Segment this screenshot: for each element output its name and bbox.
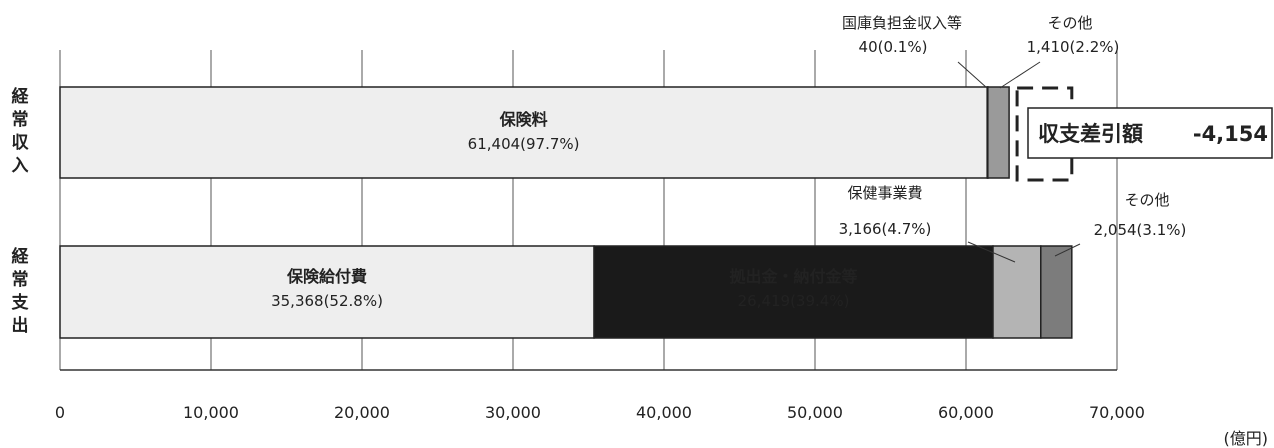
category-label-char: 経 xyxy=(12,86,30,107)
callout-name: その他 xyxy=(1047,14,1092,32)
leader-line xyxy=(967,241,1016,263)
callout-value: 40(0.1%) xyxy=(859,38,928,56)
callout-value: 1,410(2.2%) xyxy=(1027,38,1120,56)
balance-label: 収支差引額 xyxy=(1038,122,1143,146)
bar-segment xyxy=(59,245,595,339)
x-tick-label: 40,000 xyxy=(636,403,692,422)
segment-value: 35,368(52.8%) xyxy=(271,292,383,310)
segment-name: 拠出金・納付金等 xyxy=(730,267,858,286)
segment-value: 26,419(39.4%) xyxy=(738,292,850,310)
leader-line xyxy=(1054,243,1081,257)
category-label-char: 出 xyxy=(12,315,29,336)
bar-segment xyxy=(59,86,988,179)
balance-annotation: 収支差引額 -4,154 xyxy=(1015,86,1273,182)
x-tick-label: 30,000 xyxy=(485,403,541,422)
segment-name: 保険料 xyxy=(499,110,548,129)
x-axis-tick-labels: 0 10,000 20,000 30,000 40,000 50,000 60,000 70,… xyxy=(55,403,1145,422)
callout-name: 保健事業費 xyxy=(847,184,922,202)
balance-value: -4,154 xyxy=(1193,122,1268,146)
callout-value: 2,054(3.1%) xyxy=(1094,221,1187,239)
x-tick-label: 10,000 xyxy=(183,403,239,422)
x-tick-label: 0 xyxy=(55,403,65,422)
x-axis-unit: (億円) xyxy=(1224,429,1269,448)
bar-segments xyxy=(59,86,1073,339)
leader-line xyxy=(957,61,988,89)
bar-segment xyxy=(593,245,994,339)
x-tick-label: 20,000 xyxy=(334,403,390,422)
category-label-char: 収 xyxy=(12,133,30,153)
category-label-char: 経 xyxy=(12,246,30,267)
x-tick-label: 60,000 xyxy=(938,403,994,422)
segment-value: 61,404(97.7%) xyxy=(468,135,580,153)
category-label-char: 常 xyxy=(12,269,29,290)
category-label-char: 入 xyxy=(12,156,29,176)
x-tick-label: 70,000 xyxy=(1089,403,1145,422)
category-label-char: 常 xyxy=(12,109,29,130)
bar-segment xyxy=(1040,245,1073,339)
balance-box xyxy=(1027,107,1273,159)
category-label-char: 支 xyxy=(12,292,30,313)
callout-name: 国庫負担金収入等 xyxy=(842,14,962,32)
leader-line xyxy=(999,61,1041,89)
bar-segment xyxy=(987,86,1010,179)
segment-name: 保険給付費 xyxy=(286,267,367,286)
bar-segment xyxy=(992,245,1042,339)
segment-labels: 保険料 61,404(97.7%) 国庫負担金収入等 40(0.1%) その他 1,410… xyxy=(271,14,1186,310)
callout-value: 3,166(4.7%) xyxy=(839,220,932,238)
x-tick-label: 50,000 xyxy=(787,403,843,422)
callout-name: その他 xyxy=(1124,191,1169,209)
